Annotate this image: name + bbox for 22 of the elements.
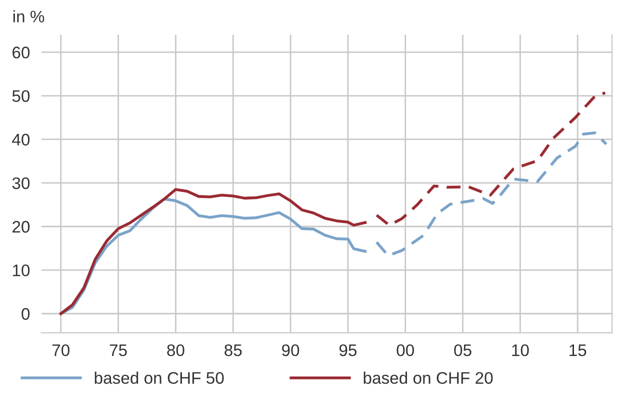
x-tick-label: 10 xyxy=(512,344,529,356)
y-tick-label: 50 xyxy=(12,90,30,102)
x-tick-label: 90 xyxy=(282,344,300,356)
y-axis-title: in % xyxy=(13,10,44,22)
x-tick-label: 70 xyxy=(52,344,70,356)
x-tick-label: 85 xyxy=(224,344,242,356)
x-tick-label: 05 xyxy=(454,344,472,356)
x-tick-label: 95 xyxy=(339,344,357,356)
y-tick-label: 10 xyxy=(12,264,30,276)
y-tick-label: 40 xyxy=(12,134,30,146)
legend-label: based on CHF 50 xyxy=(94,372,224,384)
y-tick-label: 0 xyxy=(22,308,30,320)
legend-label: based on CHF 20 xyxy=(364,372,493,384)
line-series xyxy=(375,131,608,258)
line-series xyxy=(375,91,607,227)
y-tick-label: 20 xyxy=(12,220,30,233)
y-tick-label: 30 xyxy=(12,177,30,190)
x-tick-label: 00 xyxy=(396,344,414,356)
x-tick-label: 15 xyxy=(570,344,586,356)
y-tick-label: 60 xyxy=(12,46,30,58)
x-tick-label: 80 xyxy=(167,344,184,356)
x-tick-label: 75 xyxy=(110,344,127,356)
